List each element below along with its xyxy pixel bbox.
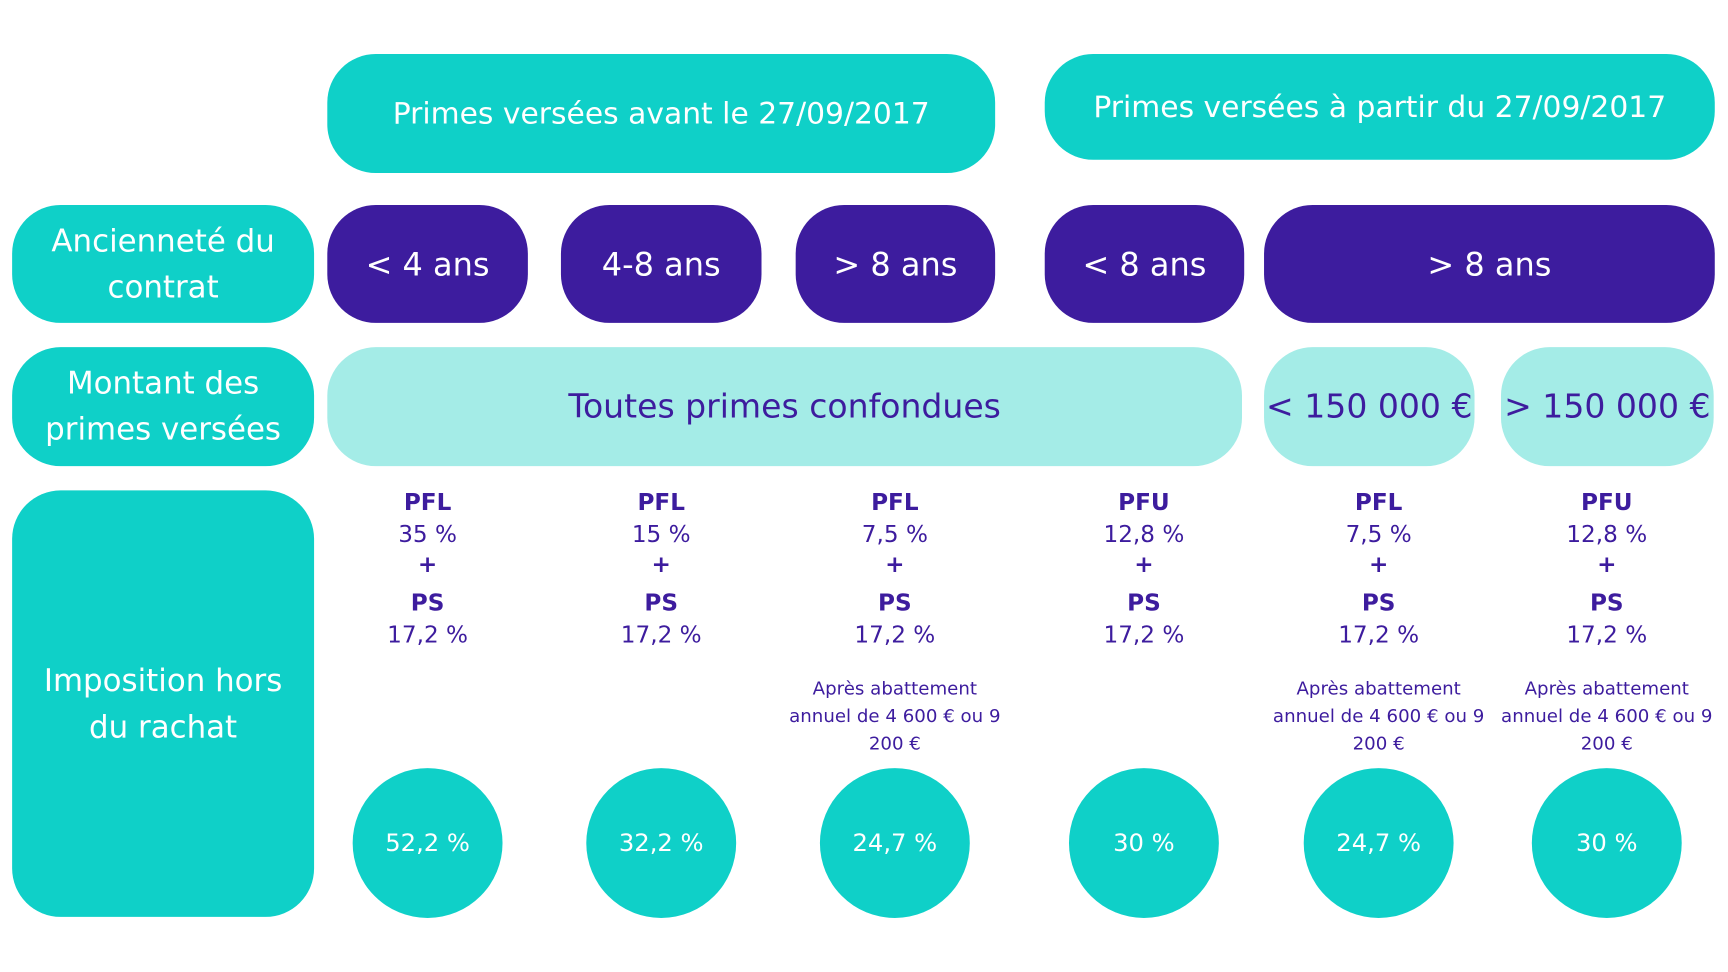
plus-sign: + [1134,551,1154,578]
tax-name: PS [1589,589,1624,617]
plus-sign: + [651,551,671,578]
tax-rate: 17,2 % [1338,621,1420,648]
total-circle: 52,2 % [352,768,503,918]
row-label: Ancienneté du contrat [12,204,315,323]
seniority-cell: > 8 ans [1264,204,1715,323]
tax-name: PS [644,589,679,617]
row-label: Montant des primes versées [12,347,315,467]
total-circle: 24,7 % [819,768,970,918]
total-circle: 30 % [1068,768,1219,918]
tax-name: PS [410,589,445,617]
header: Primes versées à partir du 27/09/2017 [1044,53,1715,160]
tax-name: PFL [637,489,685,516]
seniority-cell: > 8 ans [795,204,996,323]
tax-rate: 17,2 % [620,621,702,648]
tax-name: PFL [403,489,452,516]
total-circle: 32,2 % [586,768,737,918]
tax-name: PFU [1118,489,1170,516]
total-circle: 24,7 % [1303,768,1454,918]
seniority-cell: < 4 ans [327,204,528,323]
plus-sign: + [885,551,905,578]
tax-rate: 17,2 % [1566,621,1648,648]
tax-rate: 35 % [398,521,457,548]
total-circle: 30 % [1531,768,1682,918]
amount-cell: < 150 000 € [1264,347,1475,467]
amount-cell: > 150 000 € [1500,347,1714,467]
tax-rate: 12,8 % [1103,521,1185,548]
amount-cell: Toutes primes confondues [327,347,1242,467]
tax-rate: 7,5 % [861,521,928,548]
tax-rate: 17,2 % [1103,621,1185,648]
tax-rate: 12,8 % [1566,521,1648,548]
plus-sign: + [1597,551,1617,578]
tax-name: PFL [871,489,919,516]
plus-sign: + [417,551,438,578]
tax-rate: 17,2 % [387,621,469,648]
tax-rate: 15 % [631,521,691,548]
tax-rate: 7,5 % [1345,521,1412,548]
tax-name: PS [878,589,912,617]
tax-name: PFL [1354,489,1403,516]
tax-name: PS [1127,589,1161,617]
tax-rate: 17,2 % [854,621,936,648]
seniority-cell: 4-8 ans [560,204,762,323]
tax-name: PS [1361,589,1396,617]
tax-name: PFU [1580,489,1633,516]
note: Après abattement annuel de 4 600 € ou 9 … [789,677,1001,754]
row-label: Imposition hors du rachat [12,490,315,917]
note: Après abattement annuel de 4 600 € ou 9 … [1501,677,1713,754]
note: Après abattement annuel de 4 600 € ou 9 … [1272,677,1485,754]
header: Primes versées avant le 27/09/2017 [327,53,996,174]
seniority-cell: < 8 ans [1044,204,1245,323]
plus-sign: + [1368,551,1389,578]
